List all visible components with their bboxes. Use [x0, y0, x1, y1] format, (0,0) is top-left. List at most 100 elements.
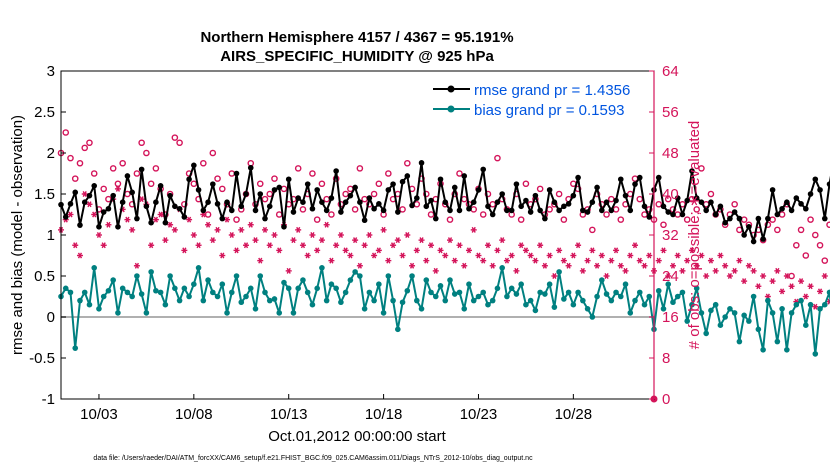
obs-evaluated-point — [81, 191, 88, 197]
bias-point — [214, 293, 221, 300]
rmse-point — [774, 211, 781, 218]
rmse-point — [760, 236, 766, 242]
obs-evaluated-point — [598, 252, 605, 259]
obs-evaluated-point — [774, 267, 781, 274]
obs-evaluated-point — [546, 252, 553, 259]
bias-point — [404, 287, 411, 294]
bias-point — [765, 297, 771, 304]
obs-possible-point — [536, 185, 544, 193]
bias-point — [556, 269, 562, 275]
obs-evaluated-point — [404, 232, 411, 238]
rmse-point — [580, 207, 586, 214]
bias-point — [143, 310, 150, 316]
bias-point — [162, 301, 169, 308]
bias-point — [708, 307, 714, 314]
rmse-point — [285, 176, 292, 183]
bias-point — [72, 345, 79, 351]
obs-possible-point — [674, 211, 682, 218]
obs-possible-point — [555, 190, 563, 198]
bias-point — [110, 277, 116, 283]
rmse-point — [323, 207, 330, 214]
obs-evaluated-point — [632, 242, 639, 249]
obs-possible-point — [778, 211, 786, 218]
rmse-point — [129, 189, 135, 196]
obs-possible-point — [119, 159, 126, 167]
obs-evaluated-point — [499, 237, 506, 244]
bias-point — [523, 301, 529, 308]
rmse-point — [608, 207, 615, 214]
bias-point — [779, 306, 785, 312]
obs-evaluated-point — [556, 247, 563, 254]
y-left-tick-label: -0.5 — [29, 350, 55, 367]
rmse-point — [414, 195, 420, 201]
rmse-point — [390, 181, 396, 187]
bias-point — [385, 273, 392, 279]
obs-evaluated-point — [124, 216, 131, 223]
obs-possible-point — [560, 216, 568, 223]
bias-point — [655, 287, 662, 294]
rmse-point — [157, 183, 164, 189]
obs-possible-point — [494, 154, 501, 162]
x-tick-label: 10/03 — [80, 406, 118, 423]
obs-evaluated-point — [295, 226, 302, 233]
bias-point — [684, 318, 691, 324]
obs-possible-point — [361, 195, 368, 203]
rmse-point — [357, 199, 363, 205]
obs-evaluated-point — [380, 226, 387, 233]
bias-point — [670, 299, 676, 306]
rmse-point — [233, 170, 240, 177]
rmse-point — [333, 168, 339, 174]
rmse-point — [575, 174, 581, 181]
rmse-point — [627, 207, 634, 214]
x-tick-label: 10/08 — [175, 406, 213, 423]
rmse-point — [485, 203, 491, 210]
obs-possible-point — [299, 206, 307, 213]
rmse-point — [96, 224, 102, 230]
rmse-point — [670, 211, 676, 218]
obs-evaluated-point — [347, 252, 354, 259]
obs-possible-point — [171, 134, 179, 141]
bias-point — [698, 310, 705, 316]
bias-point — [532, 307, 539, 314]
bias-point — [580, 297, 586, 304]
rmse-point — [266, 203, 273, 210]
bias-point — [447, 277, 453, 283]
bias-point — [428, 289, 434, 296]
bias-point — [575, 289, 581, 296]
bias-point — [210, 289, 216, 296]
obs-evaluated-point — [209, 237, 216, 244]
rmse-point — [779, 205, 785, 212]
obs-possible-point — [138, 139, 145, 147]
y-right-tick-label: 0 — [662, 391, 670, 408]
obs-evaluated-point — [646, 252, 653, 259]
bias-point — [722, 314, 728, 320]
obs-evaluated-point — [613, 247, 620, 254]
rmse-point — [214, 201, 221, 207]
rmse-point — [67, 201, 74, 207]
bias-point — [636, 289, 643, 296]
obs-possible-point — [404, 159, 411, 167]
rmse-point — [698, 199, 705, 205]
rmse-point — [636, 174, 643, 181]
obs-evaluated-point — [503, 257, 510, 264]
rmse-point — [200, 207, 207, 214]
bias-point — [451, 291, 458, 297]
rmse-point — [641, 203, 648, 210]
obs-possible-point — [62, 129, 70, 136]
rmse-point — [314, 187, 320, 193]
bias-point — [480, 289, 487, 296]
obs-possible-point — [769, 216, 776, 223]
obs-evaluated-point — [309, 232, 316, 238]
obs-evaluated-point — [95, 232, 102, 238]
obs-evaluated-point — [722, 262, 729, 269]
plot-frame — [60, 70, 655, 400]
obs-evaluated-point — [451, 257, 458, 264]
rmse-point — [674, 195, 681, 201]
obs-possible-point — [86, 139, 93, 147]
obs-evaluated-point — [731, 267, 738, 274]
obs-possible-point — [546, 206, 553, 213]
rmse-point — [750, 238, 757, 245]
bias-point — [537, 289, 543, 296]
bias-point — [81, 289, 88, 296]
obs-evaluated-point — [494, 247, 501, 254]
